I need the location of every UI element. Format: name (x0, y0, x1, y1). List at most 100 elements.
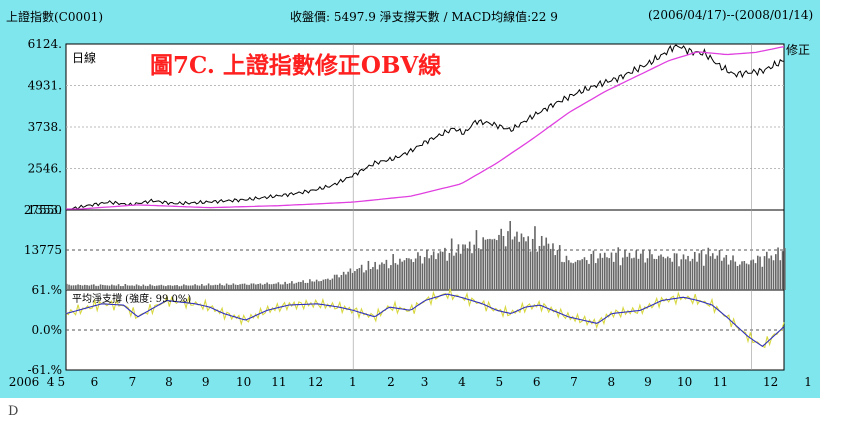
volume-bar (295, 282, 298, 290)
volume-bar (662, 256, 665, 290)
volume-bar (545, 237, 548, 290)
x-tick-label: 4 (458, 375, 466, 389)
volume-bar (669, 258, 671, 290)
volume-bar (336, 274, 338, 290)
x-tick-label: 6 (533, 375, 541, 389)
volume-bar (457, 244, 460, 290)
volume-bar (691, 258, 694, 290)
volume-bar (518, 241, 521, 290)
volume-bar (396, 264, 399, 290)
volume-bar (228, 284, 230, 290)
volume-bar (160, 284, 163, 290)
volume-bar (381, 262, 383, 290)
volume-bar (165, 286, 167, 290)
volume-bar (511, 239, 514, 290)
volume-bar (552, 243, 554, 290)
volume-bar (655, 259, 658, 290)
volume-bar (513, 236, 516, 290)
volume-bar (392, 254, 394, 290)
volume-bar (275, 283, 277, 290)
volume-bar (300, 281, 302, 290)
volume-bar (624, 249, 626, 290)
volume-bar (342, 271, 345, 290)
volume-bar (693, 252, 696, 290)
volume-bar (441, 251, 444, 290)
volume-bar (315, 279, 318, 290)
volume-bar (536, 251, 539, 290)
volume-bar (621, 257, 624, 290)
volume-bar (93, 284, 95, 290)
volume-bar (428, 258, 430, 290)
volume-bar (768, 258, 770, 290)
volume-bar (239, 284, 241, 290)
volume-bar (279, 284, 282, 290)
volume-bar (538, 245, 541, 290)
volume-bar (347, 271, 349, 290)
volume-bar (651, 254, 653, 290)
volume-bar (169, 285, 172, 290)
volume-bar (779, 260, 782, 290)
volume-bar (606, 257, 608, 290)
volume-bar (70, 285, 73, 290)
oscillator-plot-area (65, 289, 785, 371)
volume-bar (189, 285, 192, 290)
volume-bar (576, 260, 579, 290)
price-lines (65, 44, 785, 210)
volume-bar (464, 244, 466, 290)
volume-bar (158, 285, 160, 290)
volume-bar (176, 285, 178, 290)
volume-bar (286, 283, 289, 290)
volume-bar (180, 285, 183, 290)
volume-bar (498, 234, 500, 290)
volume-bar (642, 249, 644, 290)
volume-bar (129, 285, 131, 290)
volume-bar (540, 235, 543, 290)
volume-bar (196, 285, 199, 290)
volume-bar (106, 285, 109, 290)
volume-bar (493, 238, 496, 290)
volume-bar (354, 271, 356, 290)
volume-bar (113, 285, 115, 290)
volume-bar (75, 285, 77, 290)
volume-bar (203, 285, 205, 290)
volume-bar (291, 281, 293, 290)
volume-bar (237, 285, 239, 290)
close-price-info: 收盤價: 5497.9 淨支撐天數 / MACD均線值:22 9 (290, 10, 558, 24)
volume-bar (502, 236, 505, 290)
volume-bar (453, 255, 455, 290)
volume-bar (417, 252, 419, 290)
volume-bar (639, 253, 642, 290)
volume-bar (194, 284, 196, 290)
volume-bar (268, 284, 271, 290)
volume-bar (675, 253, 678, 290)
volume-bar (293, 283, 295, 290)
volume-bar (630, 258, 633, 290)
volume-bar (376, 269, 379, 290)
volume-bar (617, 247, 620, 290)
volume-bar (284, 281, 286, 290)
volume-bar (678, 266, 680, 290)
volume-bar (709, 256, 712, 290)
volume-bar (725, 255, 728, 290)
volume-bar (183, 284, 185, 290)
volume-bar (171, 285, 174, 290)
volume-bar (729, 260, 732, 290)
volume-bar (412, 262, 415, 290)
volume-bar (414, 258, 417, 290)
volume-bar (590, 254, 593, 290)
volume-bar (102, 284, 104, 290)
volume-bar (574, 261, 577, 290)
volume-bar (687, 255, 689, 290)
oscillator-avg-line (65, 293, 785, 347)
x-tick-label: 4 (47, 375, 55, 389)
volume-bar (178, 286, 181, 290)
daily-label: 日線 (72, 50, 96, 65)
volume-bar (727, 264, 730, 290)
volume-bar (495, 240, 498, 290)
volume-bar (374, 261, 376, 290)
x-tick-label: 11 (271, 375, 286, 389)
volume-bar (270, 284, 273, 290)
volume-bar (745, 263, 748, 290)
volume-bar (657, 255, 660, 290)
